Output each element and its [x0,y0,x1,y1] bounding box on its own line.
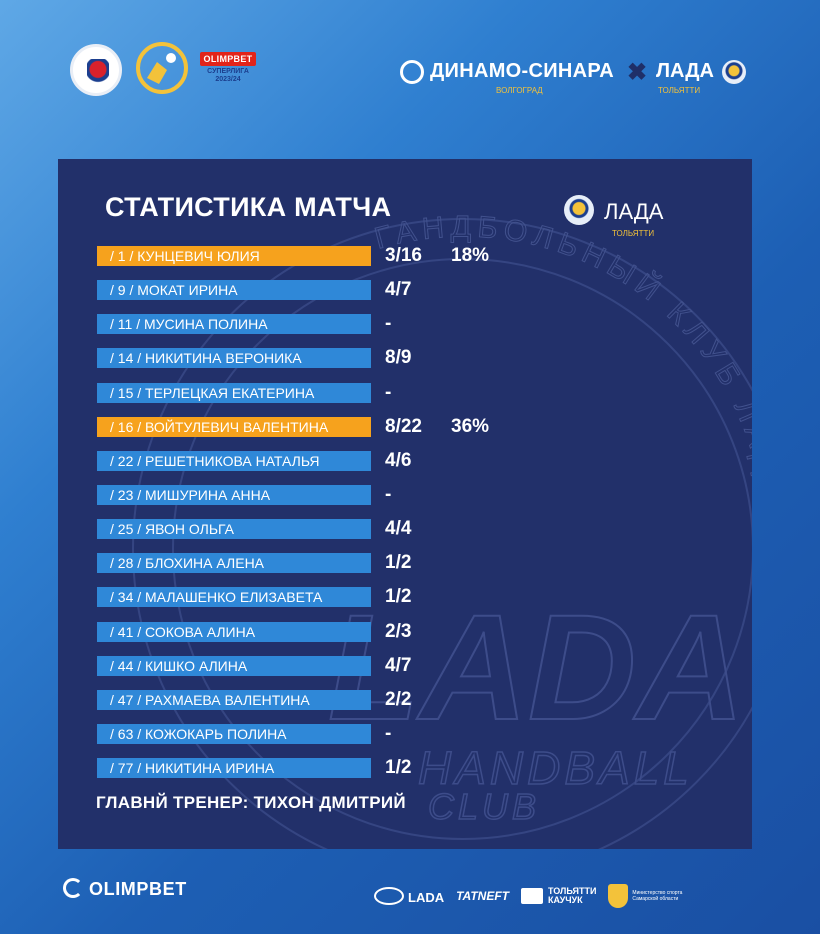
player-name-bar: / 28 / БЛОХИНА АЛЕНА [97,553,371,574]
head-coach: ГЛАВНЙ ТРЕНЕР: ТИХОН ДМИТРИЙ [96,793,406,812]
ministry-text-1: Министерство спорта [632,890,683,896]
player-name-bar: / 16 / ВОЙТУЛЕВИЧ ВАЛЕНТИНА [97,416,371,437]
league-title: СУПЕРЛИГА [207,68,249,75]
player-name-bar: / 34 / МАЛАШЕНКО ЕЛИЗАВЕТА [97,587,371,608]
player-name-bar: / 11 / МУСИНА ПОЛИНА [97,314,371,335]
sponsor-strip: LADA TATNEFT ТОЛЬЯТТИ КАУЧУК Министерство… [374,884,682,908]
header: OLIMPBET СУПЕРЛИГА 2023/24 ДИНАМО-СИНАРА… [0,0,820,150]
player-name-bar: / 44 / КИШКО АЛИНА [97,655,371,676]
player-score: 8/22 [385,415,422,437]
player-score: - [385,483,392,505]
player-score: - [385,381,392,403]
match-header: ДИНАМО-СИНАРА ВОЛГОГРАД ✖ ЛАДА ТОЛЬЯТТИ [400,58,760,98]
player-score: 2/2 [385,688,412,710]
player-name-bar: / 1 / КУНЦЕВИЧ ЮЛИЯ [97,246,371,266]
player-name-bar: / 77 / НИКИТИНА ИРИНА [97,758,371,779]
superleague-logo [136,42,188,94]
olimpbet-superleague-badge: OLIMPBET СУПЕРЛИГА 2023/24 [200,52,256,84]
olimpbet-ring-icon [63,878,83,898]
player-name-bar: / 22 / РЕШЕТНИКОВА НАТАЛЬЯ [97,450,371,471]
tolyatti-kauchuk-logo: ТОЛЬЯТТИ КАУЧУК [520,886,597,905]
tatneft-sponsor-logo: TATNEFT [456,889,509,903]
player-score: 1/2 [385,586,412,608]
away-team-city: ТОЛЬЯТТИ [658,86,701,95]
lada-icon [722,60,746,84]
home-team-city: ВОЛГОГРАД [496,86,543,95]
watermark-word-1: HANDBALL [418,742,693,794]
player-score: 3/16 [385,245,422,266]
samara-crest-icon [608,884,629,908]
versus-x-icon: ✖ [627,59,648,86]
ministry-sport-logo: Министерство спорта Самарской области [608,884,682,908]
watermark-word-2: CLUB [428,786,540,827]
player-score: - [385,313,392,335]
player-percent: 36% [451,415,490,437]
player-name-bar: / 14 / НИКИТИНА ВЕРОНИКА [97,348,371,369]
olimpbet-badge-label: OLIMPBET [200,52,256,66]
kauchuk-mark-icon [520,888,543,904]
dynamo-icon [400,60,424,84]
player-name-bar: / 23 / МИШУРИНА АННА [97,484,371,505]
tolyatti-text: ТОЛЬЯТТИ [547,886,597,896]
season: 2023/24 [215,76,241,83]
olimpbet-footer-logo: OLIMPBET [63,878,187,900]
kauchuk-text: КАУЧУК [547,895,583,905]
player-percent: 18% [451,245,490,266]
player-name-bar: / 47 / РАХМАЕВА ВАЛЕНТИНА [97,689,371,710]
stats-title: СТАТИСТИКА МАТЧА [105,192,392,222]
player-score: 4/6 [385,449,412,471]
federation-logo [70,44,122,96]
lada-sponsor-text: LADA [408,890,445,905]
tatneft-sponsor-text: TATNEFT [456,889,509,903]
player-name-bar: / 15 / ТЕРЛЕЦКАЯ ЕКАТЕРИНА [97,382,371,403]
player-score: 4/4 [385,518,412,540]
player-score: 1/2 [385,552,412,574]
player-score: 1/2 [385,757,412,779]
stats-panel: ГАНДБОЛЬНЫЙ КЛУБ ЛАДА LADA HANDBALL CLUB… [58,159,752,849]
lada-oval-icon [374,887,404,905]
home-team-name: ДИНАМО-СИНАРА [430,60,615,82]
player-name-bar: / 63 / КОЖОКАРЬ ПОЛИНА [97,723,371,744]
player-name-bar: / 25 / ЯВОН ОЛЬГА [97,519,371,540]
player-score: 4/7 [385,654,412,676]
away-team-name: ЛАДА [656,60,714,82]
player-name-bar: / 9 / МОКАТ ИРИНА [97,280,371,301]
player-name-bar: / 41 / СОКОВА АЛИНА [97,621,371,642]
league-name: СУПЕРЛИГА 2023/24 [200,68,256,84]
ministry-text-2: Самарской области [632,896,679,902]
lada-team-icon [564,195,594,225]
olimpbet-footer-text: OLIMPBET [89,879,187,899]
player-score: 2/3 [385,620,412,642]
stats-team-city: ТОЛЬЯТТИ [612,229,655,238]
player-score: - [385,722,392,744]
stats-team-name: ЛАДА [604,199,664,224]
player-score: 8/9 [385,347,412,369]
lada-sponsor-logo: LADA [374,887,444,905]
player-score: 4/7 [385,279,412,301]
